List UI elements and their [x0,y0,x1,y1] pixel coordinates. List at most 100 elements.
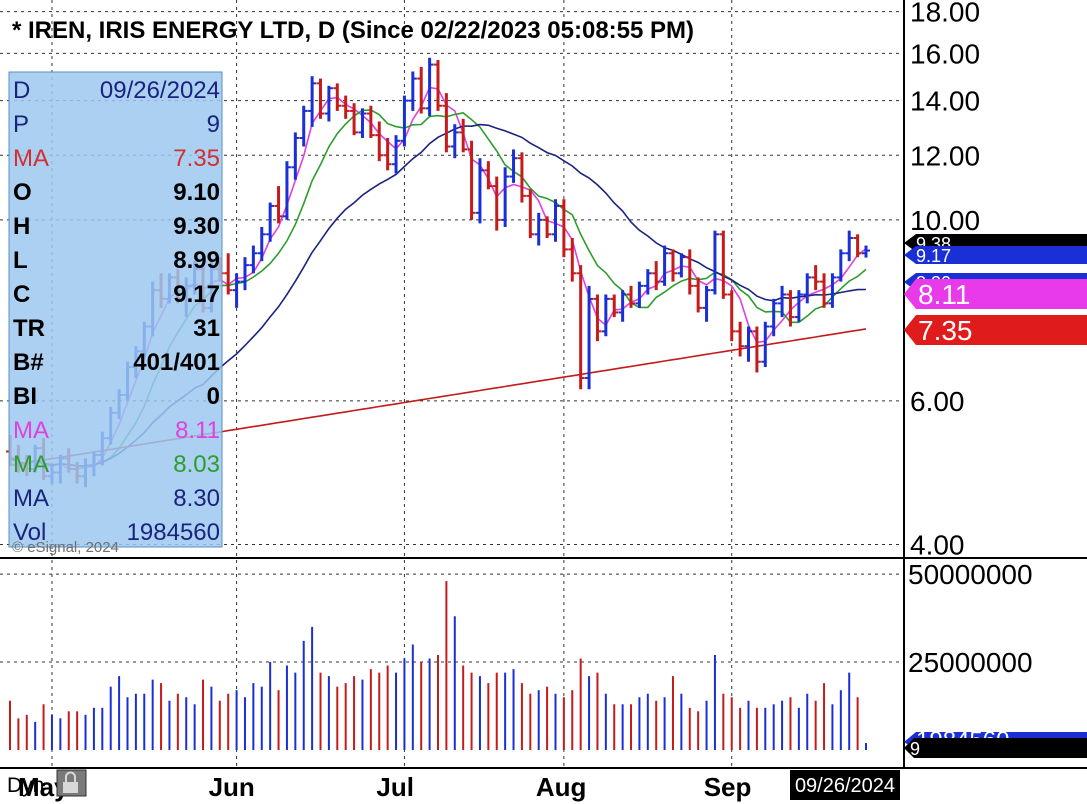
info-key: MA [13,145,49,172]
price-bar [375,121,384,162]
price-bar [702,285,711,322]
lock-icon[interactable] [56,769,87,797]
price-bar [627,285,636,308]
info-key: MA [13,485,49,512]
price-bar [761,321,770,368]
price-bar [400,95,409,147]
price-bar [862,245,870,258]
info-key: H [13,213,30,240]
price-tag-9-17: 9.17 [904,246,1087,266]
price-tick-label: 4.00 [910,529,965,560]
price-bar [509,149,518,183]
x-tick-label: Jun [209,772,255,802]
price-bar [257,227,266,262]
price-bar [534,212,543,246]
info-value: 8.11 [175,417,220,444]
x-tick-label: Sep [704,772,752,802]
price-bar [492,176,501,231]
price-bar [308,76,317,127]
info-value: 1984560 [127,519,220,546]
price-bar [744,326,753,362]
price-bar [769,298,778,337]
svg-text:8.11: 8.11 [918,279,970,310]
info-key: L [13,247,28,274]
price-bar [778,285,787,318]
price-bar [811,265,820,291]
info-value: 7.35 [173,145,220,172]
info-value: 8.03 [173,451,220,478]
price-bar [635,281,644,308]
price-bar [366,105,375,138]
price-tag-8-11: 8.11 [904,279,1087,310]
price-bar [341,95,350,119]
info-key: O [13,179,32,206]
price-bar [668,249,677,282]
price-bar [685,249,694,295]
price-bar [224,253,233,295]
info-panel: D 09/26/2024 P 9 MA 7.35 O 9.10 H 9.30 L 8.99 C 9.17 T… [8,71,223,556]
info-value: 401/401 [133,349,220,376]
svg-text:9.17: 9.17 [916,246,951,266]
price-bar [610,294,619,318]
price-bar [324,85,333,122]
price-bar [618,290,627,322]
price-bar [484,161,493,190]
price-bar [442,93,451,153]
price-bar [543,216,552,239]
price-bar [434,60,442,111]
info-key: TR [13,315,45,342]
price-bar [459,118,468,153]
svg-text:7.35: 7.35 [918,315,973,346]
price-bar [417,66,426,114]
price-bar [853,234,862,258]
current-date-box: 09/26/2024 [795,775,895,797]
volume-tags: 19845609 [904,727,1087,759]
price-axis: 18.00 16.00 14.00 12.00 10.00 6.00 4.00 [910,0,980,560]
price-bar [786,290,795,327]
price-bar [660,245,669,286]
price-bar [559,199,568,258]
price-bar [585,285,594,390]
price-bar [845,230,854,262]
volume-tag: 9 [904,738,1087,759]
price-bar [677,253,686,278]
volume-bars [9,581,867,750]
price-bar [526,189,535,239]
price-tick-label: 12.00 [910,140,980,171]
volume-axis: 50000000 25000000 [908,559,1033,678]
x-tick-label: Aug [536,772,587,802]
price-bar [601,294,610,337]
price-bar [820,273,829,308]
price-bar [803,273,812,304]
price-bar [249,245,258,274]
price-tick-label: 6.00 [910,386,965,417]
info-key: MA [13,451,49,478]
volume-tick-label: 50000000 [908,559,1033,590]
price-bar [316,78,325,119]
price-bar [358,108,367,138]
dyn-button[interactable]: Dyn [7,774,44,797]
price-tag-7-35: 7.35 [904,315,1087,346]
price-bar [291,132,300,180]
info-key: P [13,111,29,138]
price-tags: 9.389.178.308.117.35 [904,234,1087,346]
price-bar [333,83,342,111]
price-bar [719,230,728,299]
price-bar [383,137,392,171]
price-bar [274,186,283,224]
price-bar [450,124,459,159]
info-key: Vol [13,519,46,546]
price-bar [266,202,275,242]
price-bar [836,249,845,282]
info-value: 0 [207,383,220,410]
x-tick-label: Jul [376,772,414,802]
info-key: BI [13,383,37,410]
svg-text:9: 9 [910,739,920,759]
info-value: 9.17 [173,281,220,308]
price-bar [752,326,761,373]
price-tick-label: 18.00 [910,0,980,28]
price-bar [593,294,602,342]
price-bar [551,199,560,242]
info-value: 09/26/2024 [100,77,220,104]
